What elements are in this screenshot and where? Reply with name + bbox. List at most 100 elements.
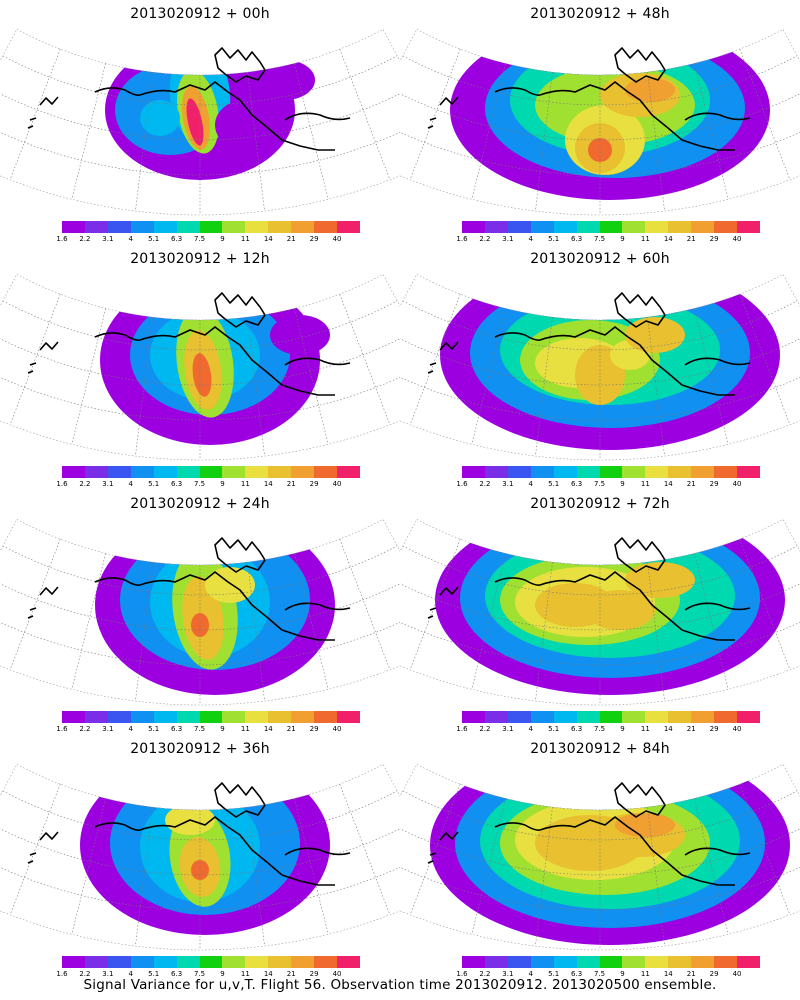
graticule bbox=[0, 48, 400, 215]
colorbar-tick-label: 21 bbox=[286, 480, 296, 488]
latitude-line bbox=[400, 131, 800, 176]
colorbar-swatch bbox=[222, 956, 246, 968]
colorbar-swatch bbox=[84, 956, 108, 968]
coastline bbox=[427, 537, 751, 641]
coastline-path bbox=[494, 577, 541, 586]
coastline bbox=[427, 292, 751, 396]
colorbar-tick-label: 5.1 bbox=[148, 970, 160, 978]
colorbar-tick-label: 6.3 bbox=[571, 235, 583, 243]
colorbar-tick-label: 1.6 bbox=[456, 725, 468, 733]
colorbar-tick-label: 6.3 bbox=[571, 480, 583, 488]
colorbar-tick-label: 29 bbox=[309, 725, 319, 733]
meridian-line bbox=[9, 538, 61, 670]
coastline-path bbox=[614, 47, 666, 83]
coastline-path bbox=[427, 96, 459, 129]
latitude-line bbox=[400, 376, 800, 421]
colorbar-swatch bbox=[645, 956, 669, 968]
meridian-line bbox=[9, 293, 61, 425]
colorbar-tick-label: 29 bbox=[709, 480, 719, 488]
colorbar-tick-label: 5.1 bbox=[548, 725, 560, 733]
colorbar bbox=[62, 221, 360, 233]
meridian-line bbox=[409, 783, 461, 915]
colorbar-swatch bbox=[268, 221, 292, 233]
colorbar-ticks: 1.6 2.2 3.1 4 5.1 6.3 7.5 9 11 14 21 29 40 bbox=[56, 725, 360, 735]
colorbar-swatch bbox=[153, 221, 177, 233]
colorbar-tick-label: 4 bbox=[528, 725, 533, 733]
colorbar-swatch bbox=[553, 711, 577, 723]
signal-variance-map bbox=[0, 763, 400, 951]
variance-field bbox=[95, 519, 335, 695]
colorbar-swatch bbox=[714, 466, 738, 478]
variance-contour bbox=[215, 100, 275, 150]
meridian-line bbox=[339, 293, 391, 425]
colorbar-tick-label: 40 bbox=[332, 725, 342, 733]
colorbar-tick-label: 3.1 bbox=[102, 480, 114, 488]
colorbar-swatch bbox=[130, 221, 154, 233]
meridian-line bbox=[135, 562, 153, 702]
meridian-line bbox=[739, 538, 791, 670]
colorbar-tick-label: 5.1 bbox=[148, 235, 160, 243]
colorbar-tick-label: 2.2 bbox=[479, 970, 491, 978]
latitude-line bbox=[2, 790, 398, 841]
colorbar-swatch bbox=[176, 466, 200, 478]
colorbar-swatch bbox=[645, 221, 669, 233]
colorbar-tick-label: 14 bbox=[263, 480, 273, 488]
coastline-path bbox=[494, 822, 541, 831]
panel-title: 2013020912 + 48h bbox=[530, 6, 670, 22]
coastline-path bbox=[539, 326, 735, 396]
colorbar-swatch bbox=[576, 956, 600, 968]
coastline-path bbox=[494, 332, 541, 341]
colorbar-swatch bbox=[691, 466, 715, 478]
colorbar bbox=[62, 956, 360, 968]
latitude-line bbox=[2, 545, 398, 596]
colorbar-swatch bbox=[62, 711, 85, 723]
signal-variance-map bbox=[400, 518, 800, 706]
coastline-path bbox=[284, 357, 351, 366]
colorbar-swatch bbox=[576, 221, 600, 233]
colorbar-tick-label: 7.5 bbox=[193, 725, 206, 733]
signal-variance-map bbox=[400, 28, 800, 216]
map-panel-48h: 2013020912 + 48h 1.6 2.2 3.1 4 5.1 6.3 7.5 9 11 1… bbox=[400, 0, 800, 245]
colorbar-swatch bbox=[622, 221, 646, 233]
colorbar-tick-label: 29 bbox=[709, 235, 719, 243]
variance-field bbox=[435, 519, 785, 695]
colorbar-swatch bbox=[291, 221, 315, 233]
meridian-line bbox=[71, 553, 106, 690]
colorbar-tick-label: 6.3 bbox=[171, 235, 183, 243]
colorbar-tick-label: 14 bbox=[663, 235, 673, 243]
colorbar-tick-label: 2.2 bbox=[79, 480, 91, 488]
coastline-path bbox=[94, 822, 141, 831]
colorbar-tick-label: 21 bbox=[286, 970, 296, 978]
latitude-line bbox=[0, 583, 400, 631]
colorbar-swatch bbox=[691, 956, 715, 968]
latitude-line bbox=[402, 55, 798, 106]
colorbar-swatch bbox=[337, 711, 360, 723]
colorbar-tick-label: 29 bbox=[709, 725, 719, 733]
colorbar-swatch bbox=[199, 711, 223, 723]
latitude-line bbox=[402, 300, 798, 351]
colorbar-tick-label: 2.2 bbox=[79, 970, 91, 978]
colorbar-tick-label: 4 bbox=[528, 480, 533, 488]
meridian-line bbox=[294, 63, 329, 200]
coastline-path bbox=[214, 292, 266, 328]
colorbar-tick-label: 21 bbox=[686, 725, 696, 733]
meridian-line bbox=[135, 72, 153, 212]
colorbar-tick-label: 7.5 bbox=[593, 480, 606, 488]
coastline-path bbox=[494, 87, 541, 96]
colorbar-tick-label: 29 bbox=[709, 970, 719, 978]
coastline-path bbox=[284, 847, 351, 856]
colorbar-swatch bbox=[737, 466, 760, 478]
signal-variance-map bbox=[400, 763, 800, 951]
colorbar-tick-label: 1.6 bbox=[56, 480, 68, 488]
colorbar-swatch bbox=[553, 956, 577, 968]
colorbar-swatch bbox=[599, 956, 623, 968]
colorbar-swatch bbox=[714, 221, 738, 233]
latitude-line bbox=[400, 583, 800, 631]
colorbar-tick-label: 40 bbox=[732, 480, 742, 488]
coastline-path bbox=[139, 816, 335, 886]
colorbar-tick-label: 9 bbox=[620, 970, 625, 978]
variance-contour bbox=[625, 317, 685, 353]
coastline-path bbox=[139, 571, 335, 641]
meridian-line bbox=[694, 798, 729, 935]
coastline-path bbox=[27, 831, 59, 864]
